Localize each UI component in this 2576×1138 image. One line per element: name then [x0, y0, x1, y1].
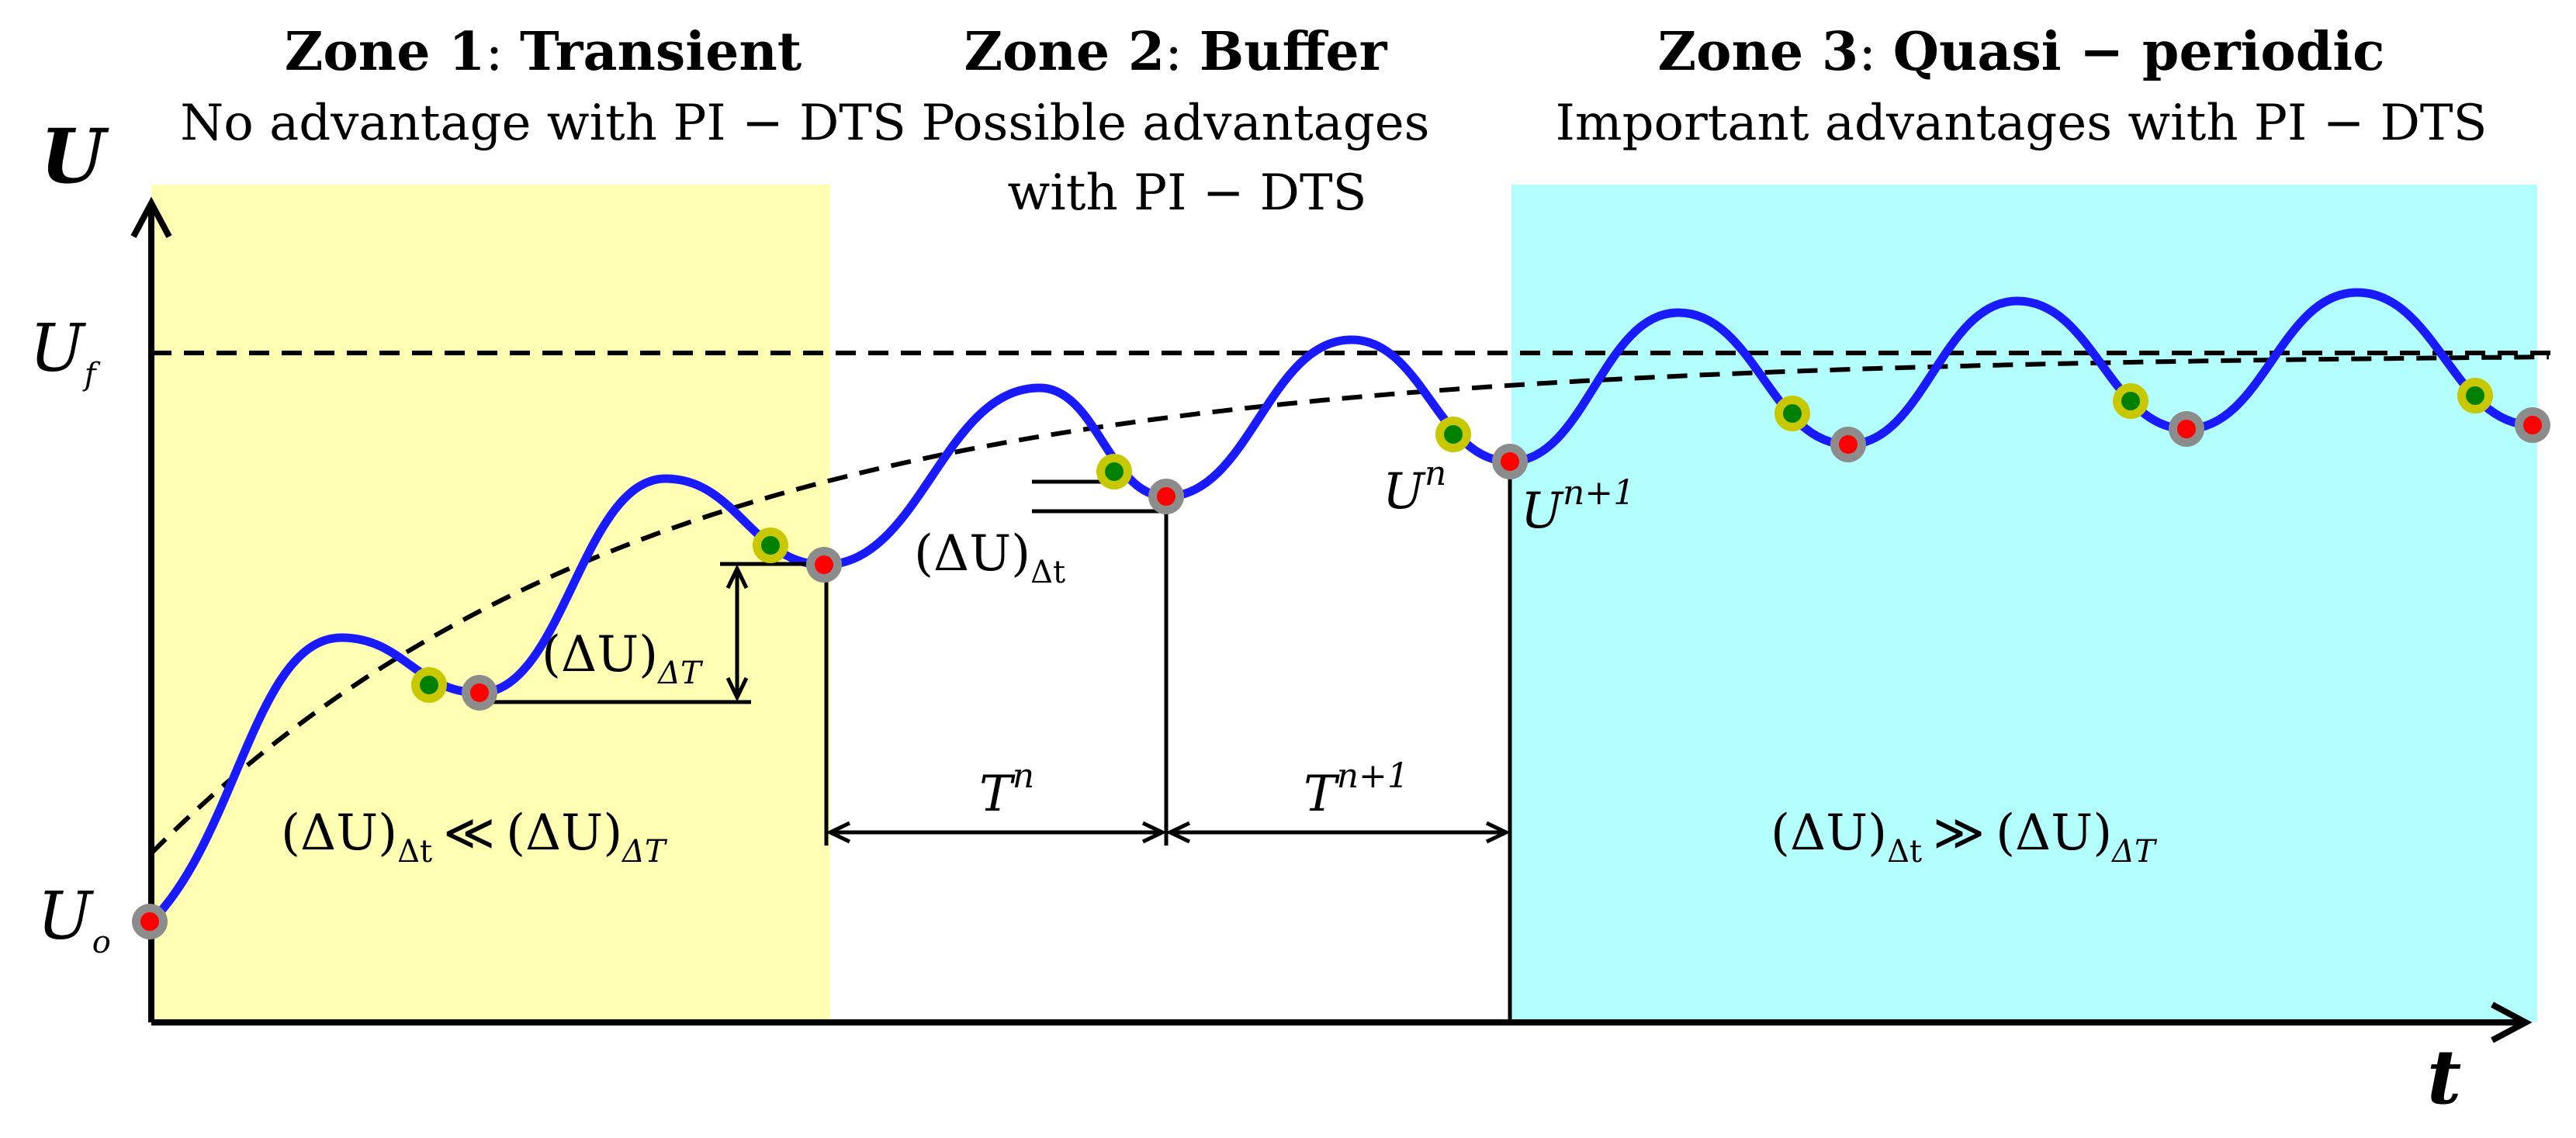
du-dT-label: (ΔU)ΔT	[542, 626, 704, 691]
uo-label: Uo	[37, 878, 111, 960]
zone1-description: No advantage with PI − DTS	[180, 95, 906, 152]
x-axis-label: t	[2427, 1033, 2461, 1121]
sample-point-red	[132, 904, 168, 939]
sample-point-green	[1435, 417, 1471, 452]
sample-point-red	[1492, 444, 1528, 479]
zone2-title: Buffer	[1200, 21, 1388, 83]
exponential-trend-curve	[149, 355, 2549, 856]
sample-point-red	[1830, 427, 1866, 462]
sample-point-red	[462, 675, 497, 711]
du-dT-arrowhead-top	[725, 564, 749, 590]
x-axis-arrowhead	[2491, 1001, 2533, 1043]
sample-point-green	[2113, 383, 2148, 419]
du-dt-label: (ΔU)Δt	[914, 525, 1065, 590]
Tn1-arrowhead-left	[1165, 821, 1191, 844]
Un1-label: Un+1	[1521, 473, 1635, 540]
sample-point-red	[2515, 407, 2550, 443]
du-dT-arrowhead-bottom	[725, 676, 749, 702]
zone2-header: Zone 2: Buffer	[964, 21, 1387, 83]
zone1-background	[151, 185, 830, 1022]
zone3-name: Zone 3	[1658, 21, 1859, 83]
y-axis-arrowhead	[130, 196, 172, 238]
zone3-header: Zone 3: Quasi − periodic	[1658, 21, 2385, 83]
sample-point-green	[411, 667, 447, 703]
zone3-description: Important advantages with PI − DTS	[1556, 95, 2488, 152]
sample-point-green	[1774, 396, 1810, 431]
zone3-title: Quasi − periodic	[1893, 21, 2385, 83]
Un-label: Un	[1383, 454, 1446, 521]
zone1-name: Zone 1	[285, 21, 486, 83]
Tn-arrowhead-left	[826, 821, 851, 844]
sample-point-red	[1148, 479, 1184, 514]
Tn1-label: Tn+1	[1304, 756, 1409, 823]
sample-point-green	[1096, 454, 1132, 489]
Tn-arrowhead-right	[1141, 821, 1167, 844]
Tn-label: Tn	[979, 756, 1034, 823]
sample-point-red	[2169, 411, 2204, 447]
Tn1-arrowhead-right	[1485, 821, 1511, 844]
y-axis-label: U	[40, 112, 109, 200]
zone2-description-line2: with PI − DTS	[1007, 164, 1366, 222]
zone1-title: Transient	[520, 21, 802, 83]
sample-point-green	[753, 527, 788, 563]
zone3-background	[1511, 185, 2537, 1022]
zone3-inequality: (ΔU)Δt ≫ (ΔU)ΔT	[1771, 804, 2158, 870]
sample-points	[132, 378, 2550, 939]
sample-point-red	[806, 547, 842, 583]
zone1-inequality: (ΔU)Δt ≪ (ΔU)ΔT	[281, 804, 668, 870]
sample-point-green	[2457, 378, 2493, 413]
uf-label: Uf	[29, 310, 101, 393]
zone1-header: Zone 1: Transient	[285, 21, 802, 83]
zone2-description-line1: Possible advantages	[921, 95, 1429, 152]
zone2-name: Zone 2	[964, 21, 1165, 83]
